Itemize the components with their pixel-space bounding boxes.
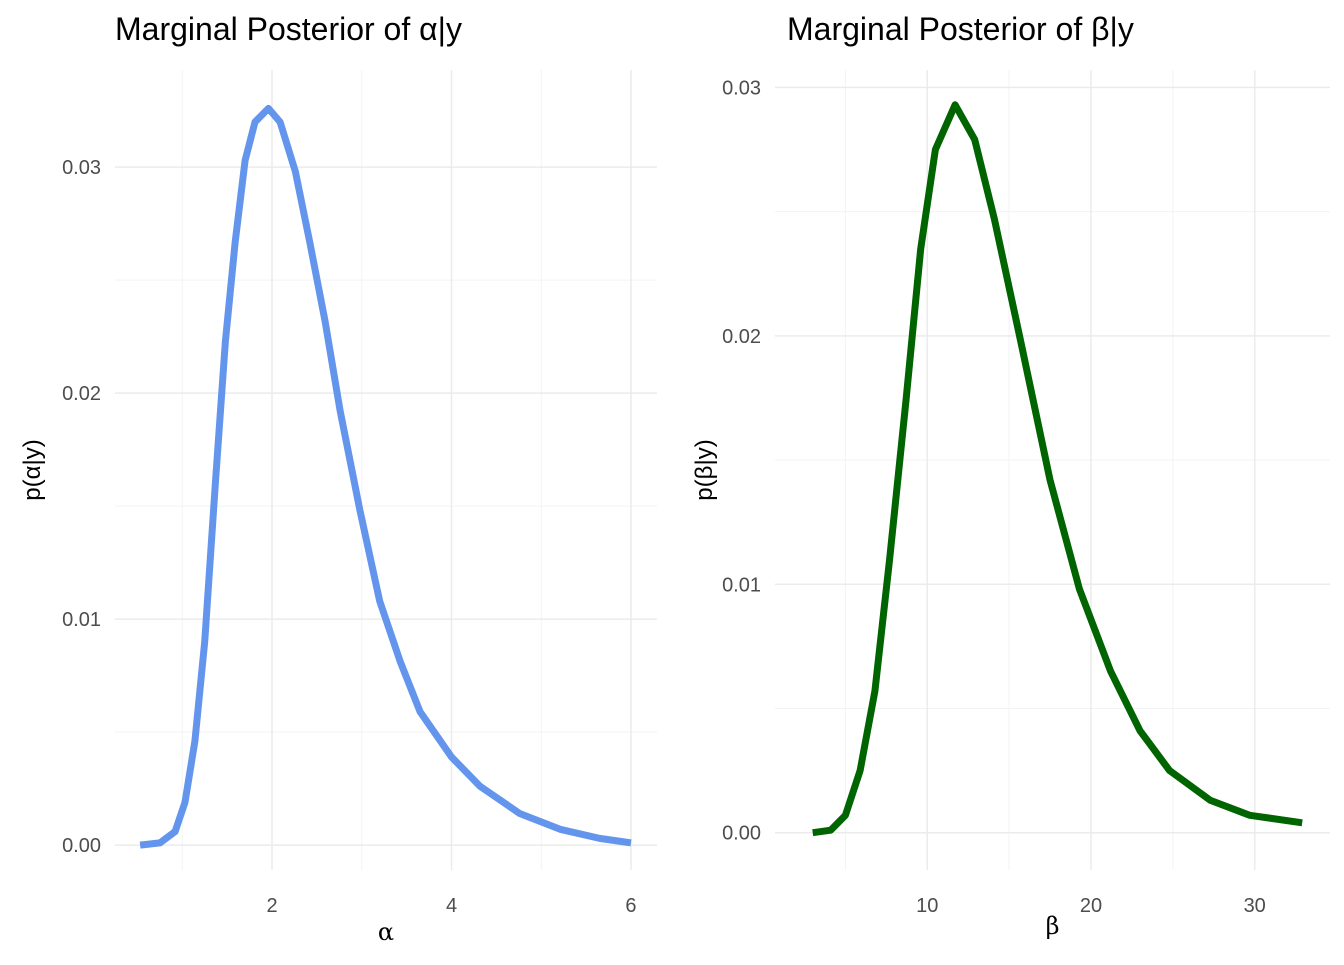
y-tick-label: 0.02	[62, 383, 101, 405]
x-tick-label: 10	[916, 895, 938, 917]
density-line	[139, 104, 632, 849]
y-tick-label: 0.02	[722, 326, 761, 348]
y-axis-label: p(α|y)	[19, 439, 46, 500]
y-tick-label: 0.03	[722, 77, 761, 99]
x-axis-label: β	[1046, 912, 1060, 940]
x-tick-label: 6	[625, 895, 636, 917]
chart-title: Marginal Posterior of α|y	[115, 11, 462, 47]
y-axis-label: p(β|y)	[691, 439, 718, 500]
y-tick-label: 0.00	[722, 823, 761, 845]
y-tick-label: 0.01	[62, 609, 101, 631]
panel-2: 10 20 30 0.00 0.01 0.02 0.03 Marginal Posterior…	[691, 11, 1330, 940]
chart-title: Marginal Posterior of β|y	[787, 11, 1134, 47]
y-tick-label: 0.00	[62, 835, 101, 857]
x-tick-label: 30	[1244, 895, 1266, 917]
x-tick-label: 2	[266, 895, 277, 917]
x-tick-label: 20	[1080, 895, 1102, 917]
y-tick-label: 0.03	[62, 157, 101, 179]
x-tick-label: 4	[446, 895, 457, 917]
y-tick-label: 0.01	[722, 574, 761, 596]
x-axis-label: α	[378, 918, 394, 946]
panel-1: 2 4 6 0.00 0.01 0.02 0.03 Marginal Posterior of…	[19, 11, 657, 946]
density-line	[812, 101, 1303, 837]
